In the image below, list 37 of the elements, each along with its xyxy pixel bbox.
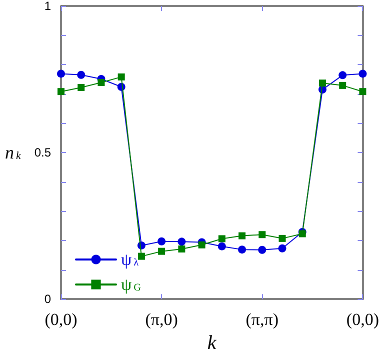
point: [258, 246, 266, 254]
point: [118, 73, 125, 80]
y-tick-label: 0.5: [34, 146, 52, 160]
point: [138, 252, 145, 260]
legend-label: ψG: [121, 275, 142, 294]
x-axis-title: k: [207, 332, 218, 354]
point: [258, 231, 266, 238]
point: [359, 88, 366, 96]
x-tick-label: (π,0): [145, 310, 178, 330]
point: [338, 71, 347, 80]
x-tick-label: (0,0): [346, 310, 380, 330]
point: [218, 235, 226, 242]
point: [98, 79, 105, 86]
x-tick-label: (π,π): [246, 310, 279, 330]
point: [339, 82, 346, 89]
point: [78, 84, 85, 91]
point: [218, 242, 226, 250]
point: [358, 70, 367, 78]
point: [238, 246, 246, 254]
point: [318, 80, 326, 87]
point: [278, 234, 286, 242]
legend-label: ψλ: [121, 250, 139, 269]
x-tick-label: (0,0): [44, 310, 78, 330]
point: [178, 245, 186, 252]
y-tick-label: 0: [44, 292, 52, 306]
point: [57, 70, 65, 78]
y-tick-label: 1: [44, 0, 52, 13]
point: [198, 241, 206, 248]
y-axis-title: nk: [5, 142, 21, 163]
point: [58, 88, 64, 96]
point: [298, 230, 306, 238]
point: [178, 238, 186, 246]
point: [158, 248, 166, 255]
point: [158, 237, 166, 246]
point: [238, 232, 246, 240]
point: [278, 244, 286, 252]
point: [77, 70, 86, 79]
